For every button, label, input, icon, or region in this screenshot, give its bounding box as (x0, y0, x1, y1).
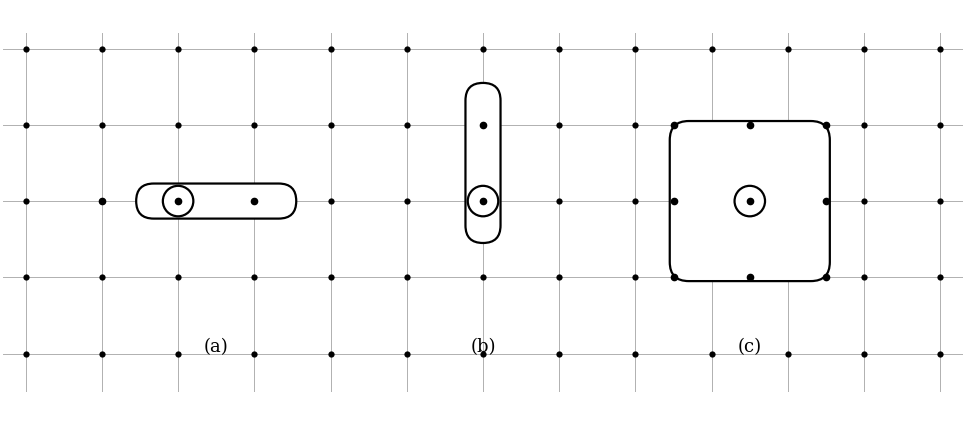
FancyBboxPatch shape (669, 122, 830, 282)
Text: (c): (c) (738, 337, 762, 355)
FancyBboxPatch shape (466, 84, 500, 243)
FancyBboxPatch shape (136, 184, 297, 219)
Text: (b): (b) (470, 337, 496, 355)
Text: (a): (a) (204, 337, 229, 355)
